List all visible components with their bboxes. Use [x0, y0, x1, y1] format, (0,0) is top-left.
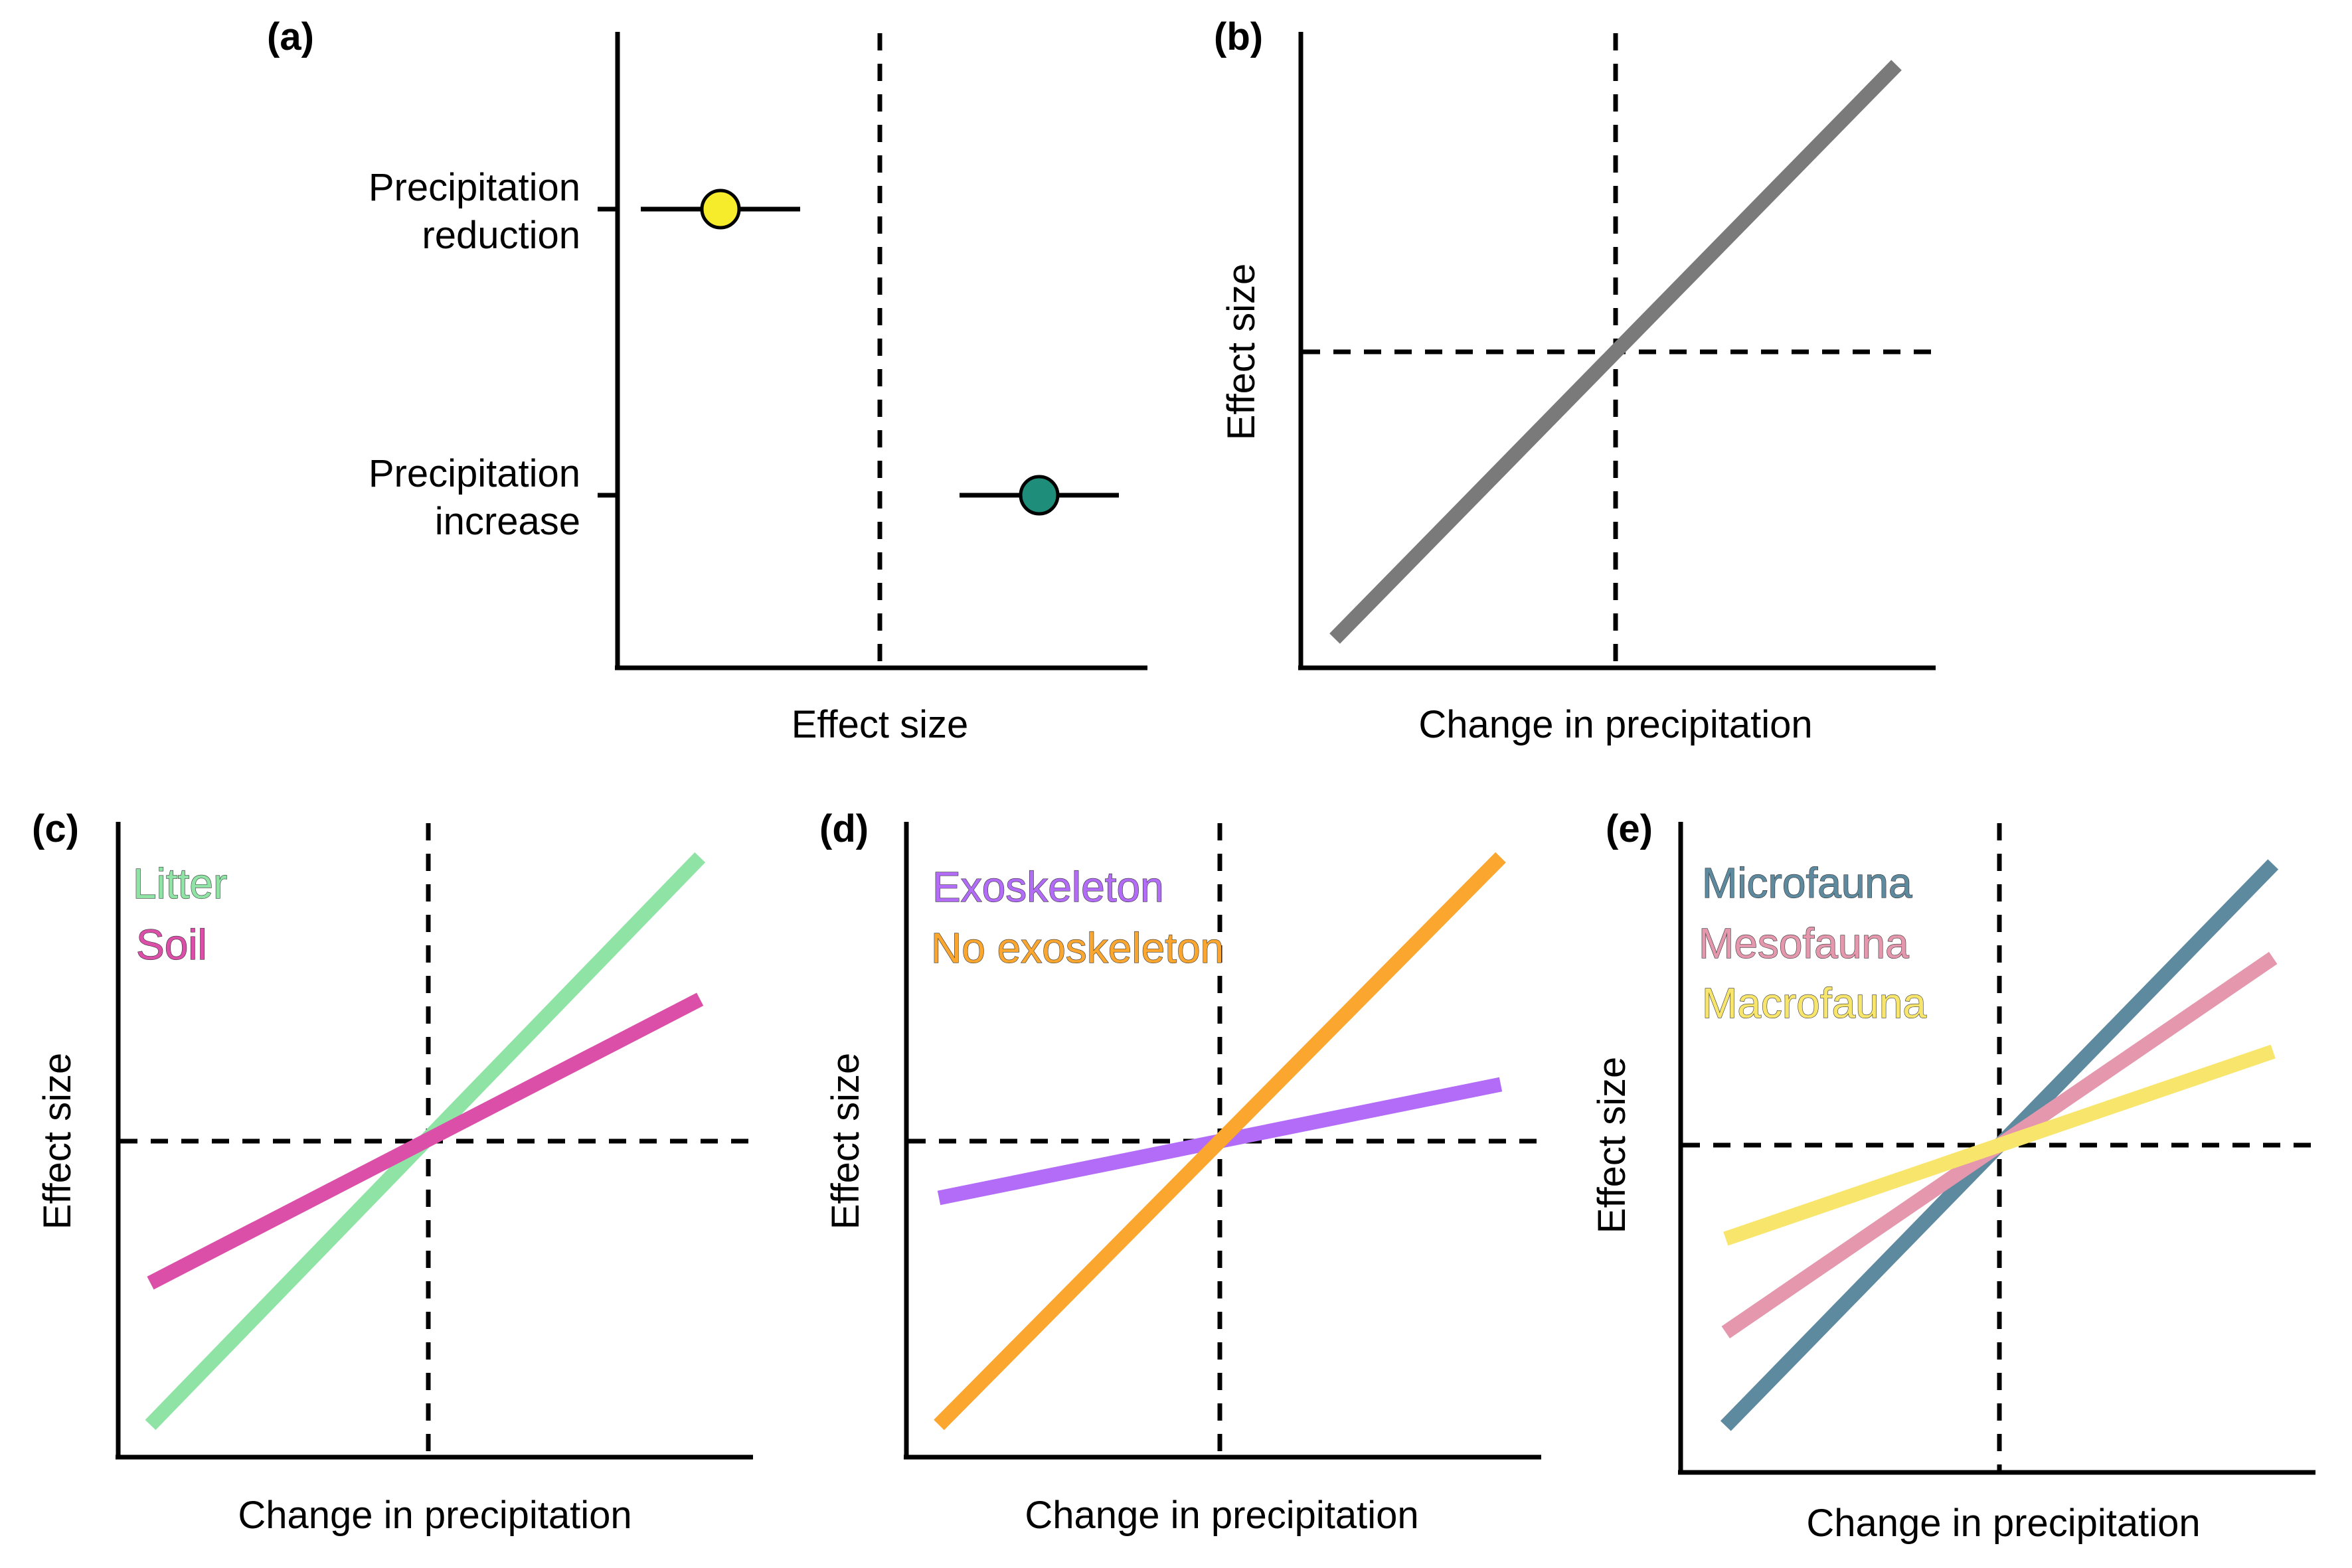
legend-mesofauna: Mesofauna	[1699, 919, 1909, 967]
panel-b-series	[1329, 60, 1902, 644]
row-label-reduction-line2: reduction	[422, 214, 580, 257]
panel-b-line-series-1	[1329, 60, 1902, 644]
legend-no-exoskeleton: No exoskeleton	[931, 924, 1224, 972]
legend-macrofauna: Macrofauna	[1702, 979, 1926, 1027]
point-precip-reduction	[700, 189, 741, 230]
panel-a-label: (a)	[267, 15, 314, 58]
row-label-reduction-line1: Precipitation	[369, 166, 580, 209]
legend-microfauna: Microfauna	[1702, 859, 1912, 907]
panel-d-x-title: Change in precipitation	[1025, 1494, 1418, 1537]
panel-e-label: (e)	[1606, 807, 1653, 850]
row-label-increase-line2: increase	[435, 500, 580, 543]
legend-soil: Soil	[136, 921, 207, 969]
point-precip-increase	[1019, 475, 1060, 516]
panel-b-label: (b)	[1214, 15, 1263, 58]
panel-d-label: (d)	[819, 807, 869, 850]
panel-b-x-title: Change in precipitation	[1418, 703, 1812, 746]
panel-e-line-macrofauna	[1723, 1044, 2276, 1246]
panel-b: (b) Change in precipitation Effect size	[1214, 15, 1936, 746]
panel-c-x-title: Change in precipitation	[238, 1494, 631, 1537]
panel-e-x-title: Change in precipitation	[1806, 1502, 2200, 1545]
panel-d-line-no-exoskeleton	[934, 852, 1506, 1431]
panel-e-y-title: Effect size	[1590, 1057, 1634, 1234]
panel-a: (a) Precipitation reduction Precipitatio…	[267, 15, 1147, 746]
panel-c: (c) Litter Soil Change in precipitation …	[32, 807, 753, 1537]
panel-c-y-title: Effect size	[36, 1053, 79, 1230]
panel-d-y-title: Effect size	[824, 1053, 867, 1230]
legend-exoskeleton: Exoskeleton	[932, 863, 1164, 911]
panel-c-label: (c)	[32, 807, 79, 850]
legend-litter: Litter	[133, 860, 227, 907]
panel-c-line-soil	[147, 992, 704, 1290]
panel-b-y-title: Effect size	[1220, 264, 1263, 441]
panel-e-series	[1720, 859, 2279, 1431]
panel-e: (e) Microfauna Mesofauna Macrofauna Chan…	[1590, 807, 2315, 1545]
panel-d: (d) Exoskeleton No exoskeleton Change in…	[819, 807, 1541, 1537]
row-label-increase-line1: Precipitation	[369, 452, 580, 495]
panel-d-series	[934, 852, 1506, 1431]
panel-c-series	[145, 852, 706, 1431]
panel-a-x-title: Effect size	[792, 703, 969, 746]
